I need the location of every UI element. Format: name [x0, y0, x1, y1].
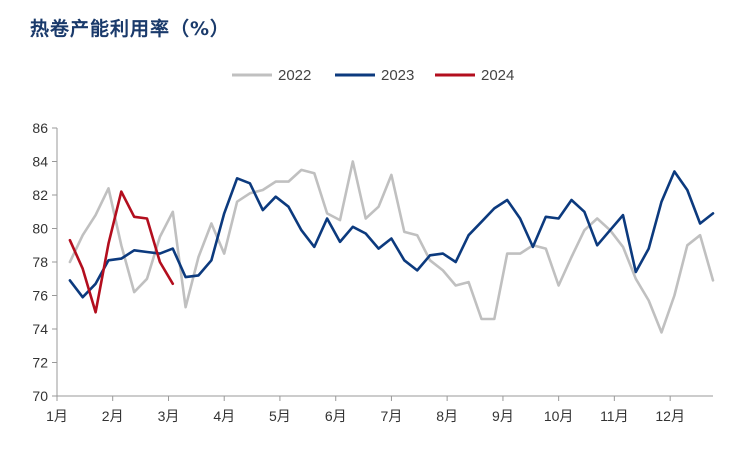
x-tick-label: 2月 — [102, 408, 124, 424]
y-tick-label: 80 — [32, 221, 48, 237]
x-tick-label: 3月 — [158, 408, 180, 424]
series-line-2022 — [68, 160, 715, 334]
y-tick-label: 86 — [32, 120, 48, 136]
chart-title: 热卷产能利用率（%） — [30, 18, 231, 40]
x-tick-label: 11月 — [600, 408, 629, 424]
x-tick-label: 10月 — [544, 408, 574, 424]
x-tick-label: 1月 — [46, 408, 68, 424]
x-tick-label: 12月 — [655, 408, 685, 424]
x-axis: 1月 2月 3月 4月 5月 6月 7月 8月 9月 10月 11月 12月 — [46, 395, 713, 424]
series-line-2024 — [68, 190, 175, 314]
x-tick-label: 7月 — [381, 408, 403, 424]
legend-label-2022: 2022 — [278, 67, 311, 84]
legend-label-2024: 2024 — [481, 67, 514, 84]
legend: 2022 2023 2024 — [232, 67, 514, 84]
y-tick-label: 74 — [32, 321, 48, 337]
x-tick-label: 9月 — [492, 408, 514, 424]
legend-label-2023: 2023 — [381, 67, 414, 84]
series-lines — [68, 160, 715, 334]
y-tick-label: 72 — [32, 355, 48, 371]
x-tick-label: 4月 — [213, 408, 235, 424]
y-tick-label: 78 — [32, 254, 48, 270]
y-tick-label: 70 — [32, 388, 48, 404]
y-tick-label: 76 — [32, 288, 48, 304]
y-tick-label: 82 — [32, 187, 48, 203]
y-tick-label: 84 — [32, 154, 48, 170]
x-tick-label: 8月 — [436, 408, 458, 424]
y-axis: 70 72 74 76 78 80 82 84 86 — [32, 120, 58, 404]
x-tick-label: 6月 — [325, 408, 347, 424]
series-line-2023 — [68, 170, 715, 299]
x-tick-label: 5月 — [269, 408, 291, 424]
